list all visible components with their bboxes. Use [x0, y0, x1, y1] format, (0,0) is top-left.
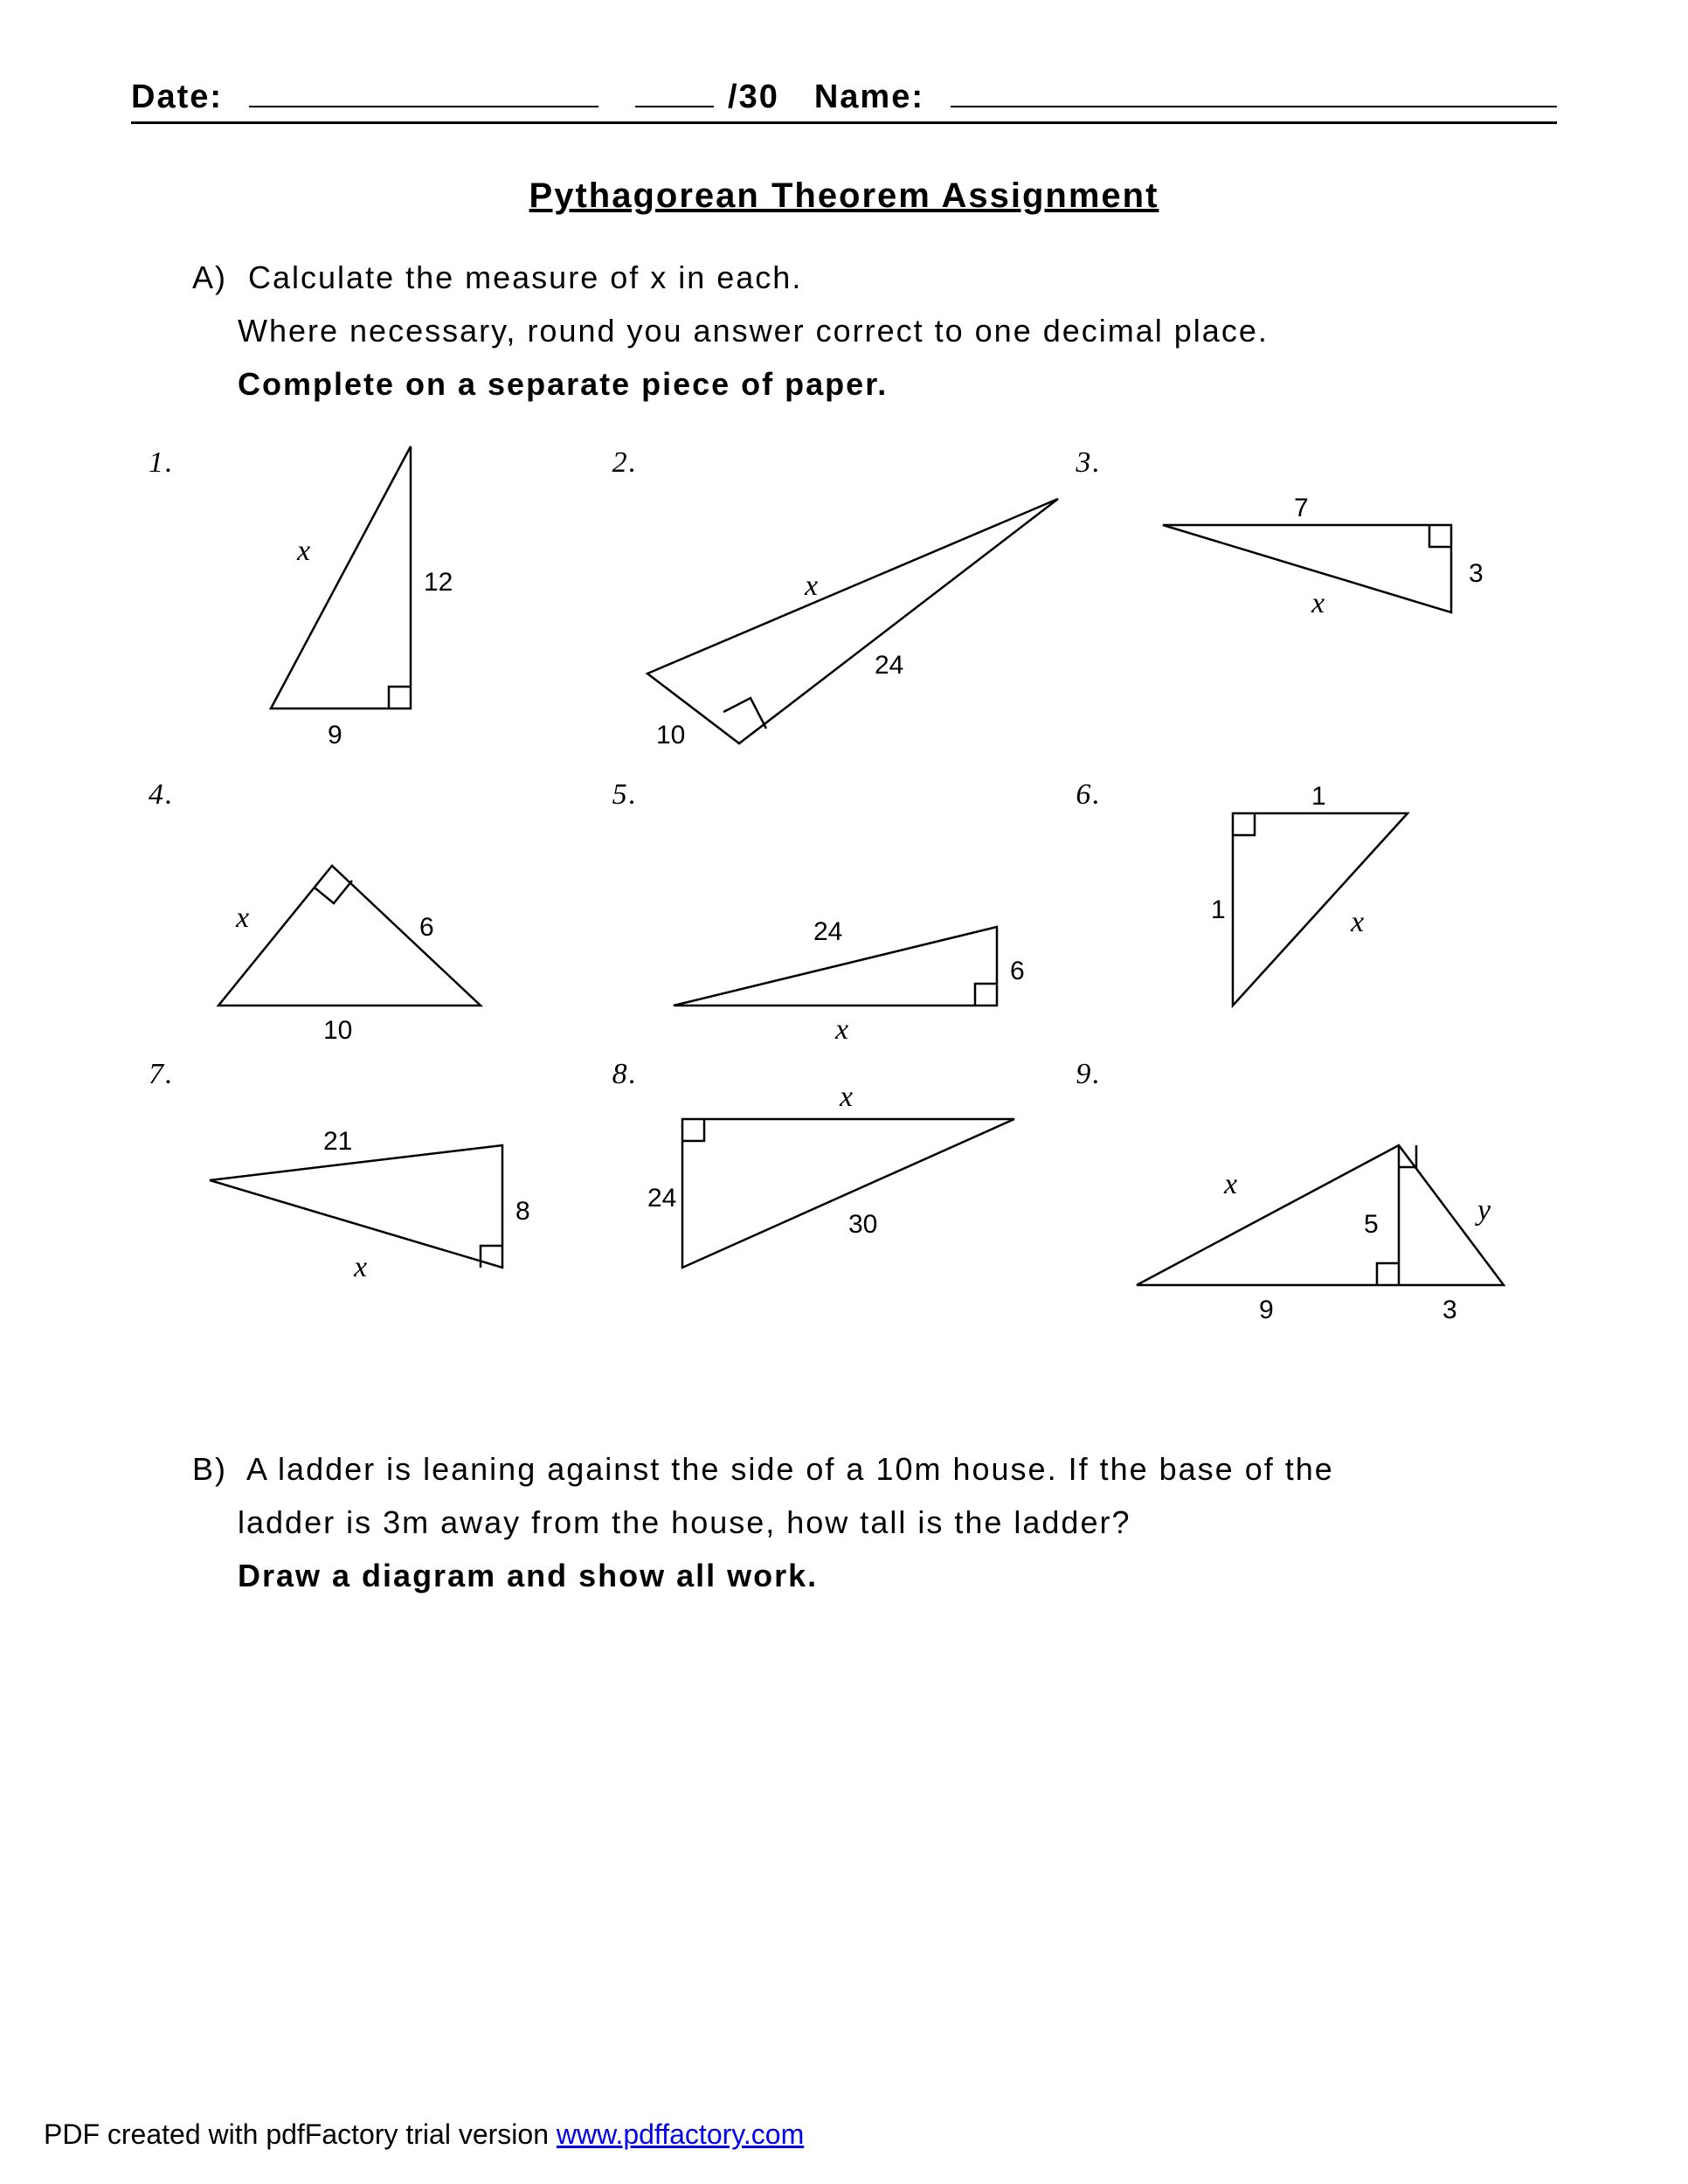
problem-grid: 1. x 12 9 2. x 24 10 3. — [149, 446, 1539, 1337]
problem-6: 6. 1 1 x — [1076, 778, 1539, 1058]
problem-1: 1. x 12 9 — [149, 446, 612, 778]
date-label: Date: — [131, 79, 223, 116]
problem-4: 4. x 6 10 — [149, 778, 612, 1058]
q7-x: x — [353, 1251, 367, 1283]
q4-a: 6 — [419, 913, 434, 942]
triangle-2: x 24 10 — [621, 473, 1076, 752]
name-blank — [951, 79, 1557, 107]
q3-num: 3. — [1076, 446, 1102, 480]
q2-b: 10 — [656, 721, 685, 750]
q9-b: 9 — [1259, 1296, 1274, 1324]
q1-num: 1. — [149, 446, 175, 480]
section-a: A) Calculate the measure of x in each. W… — [192, 251, 1557, 411]
header-row: Date: /30 Name: — [131, 79, 1557, 124]
q6-b: 1 — [1211, 895, 1226, 924]
section-b: B) A ladder is leaning against the side … — [192, 1442, 1557, 1603]
q9-num: 9. — [1076, 1058, 1102, 1091]
problem-8: 8. x 24 30 — [612, 1058, 1076, 1337]
q5-a: 24 — [813, 917, 842, 946]
q2-a: 24 — [875, 651, 903, 680]
score-blank — [635, 79, 714, 107]
triangle-9: x y 5 9 3 — [1102, 1093, 1539, 1320]
q9-y: y — [1475, 1194, 1491, 1227]
q3-x: x — [1311, 587, 1325, 619]
q4-x: x — [235, 902, 249, 934]
section-b-prefix: B) — [192, 1442, 238, 1496]
triangle-5: 24 6 x — [647, 840, 1049, 1032]
q8-x: x — [839, 1081, 853, 1113]
q4-num: 4. — [149, 778, 175, 812]
q3-b: 3 — [1469, 559, 1484, 588]
problem-5: 5. 24 6 x — [612, 778, 1076, 1058]
triangle-3: 7 3 x — [1128, 490, 1512, 682]
q7-b: 8 — [515, 1197, 530, 1226]
q7-a: 21 — [323, 1127, 352, 1156]
footer-link[interactable]: www.pdffactory.com — [557, 2118, 804, 2150]
q1-b: 9 — [328, 721, 342, 750]
triangle-4: x 6 10 — [183, 831, 515, 1032]
score-suffix: /30 — [728, 79, 779, 116]
problem-2: 2. x 24 10 — [612, 446, 1076, 778]
page-title: Pythagorean Theorem Assignment — [131, 176, 1557, 216]
date-blank — [249, 79, 598, 107]
section-a-line3: Complete on a separate piece of paper. — [238, 366, 888, 402]
q9-c: 3 — [1442, 1296, 1457, 1324]
section-b-line1: A ladder is leaning against the side of … — [246, 1451, 1334, 1487]
q6-a: 1 — [1311, 782, 1326, 811]
q8-b: 30 — [848, 1210, 877, 1239]
q2-x: x — [804, 570, 818, 602]
footer-text: PDF created with pdfFactory trial versio… — [44, 2118, 557, 2150]
section-a-line1: Calculate the measure of x in each. — [248, 259, 802, 295]
q1-x: x — [296, 535, 310, 567]
q5-x: x — [834, 1013, 848, 1046]
q9-x: x — [1223, 1168, 1237, 1200]
section-a-prefix: A) — [192, 251, 238, 304]
triangle-7: 21 8 x — [183, 1093, 550, 1303]
problem-3: 3. 7 3 x — [1076, 446, 1539, 778]
section-b-line3: Draw a diagram and show all work. — [238, 1558, 818, 1593]
q5-b: 6 — [1010, 957, 1025, 985]
q5-num: 5. — [612, 778, 639, 812]
section-a-line2: Where necessary, round you answer correc… — [238, 313, 1269, 349]
q6-num: 6. — [1076, 778, 1102, 812]
q6-x: x — [1350, 906, 1364, 938]
section-b-line2: ladder is 3m away from the house, how ta… — [238, 1504, 1131, 1540]
q7-num: 7. — [149, 1058, 175, 1091]
problem-9: 9. x y 5 9 3 — [1076, 1058, 1539, 1337]
triangle-6: 1 1 x — [1180, 778, 1460, 1040]
triangle-8: x 24 30 — [630, 1075, 1049, 1303]
footer: PDF created with pdfFactory trial versio… — [44, 2118, 804, 2151]
q8-a: 24 — [647, 1184, 676, 1213]
q1-a: 12 — [424, 568, 453, 597]
q9-a: 5 — [1364, 1210, 1379, 1239]
q3-a: 7 — [1294, 494, 1309, 522]
name-label: Name: — [814, 79, 924, 116]
problem-7: 7. 21 8 x — [149, 1058, 612, 1337]
q4-b: 10 — [323, 1016, 352, 1045]
triangle-1: x 12 9 — [236, 429, 498, 761]
